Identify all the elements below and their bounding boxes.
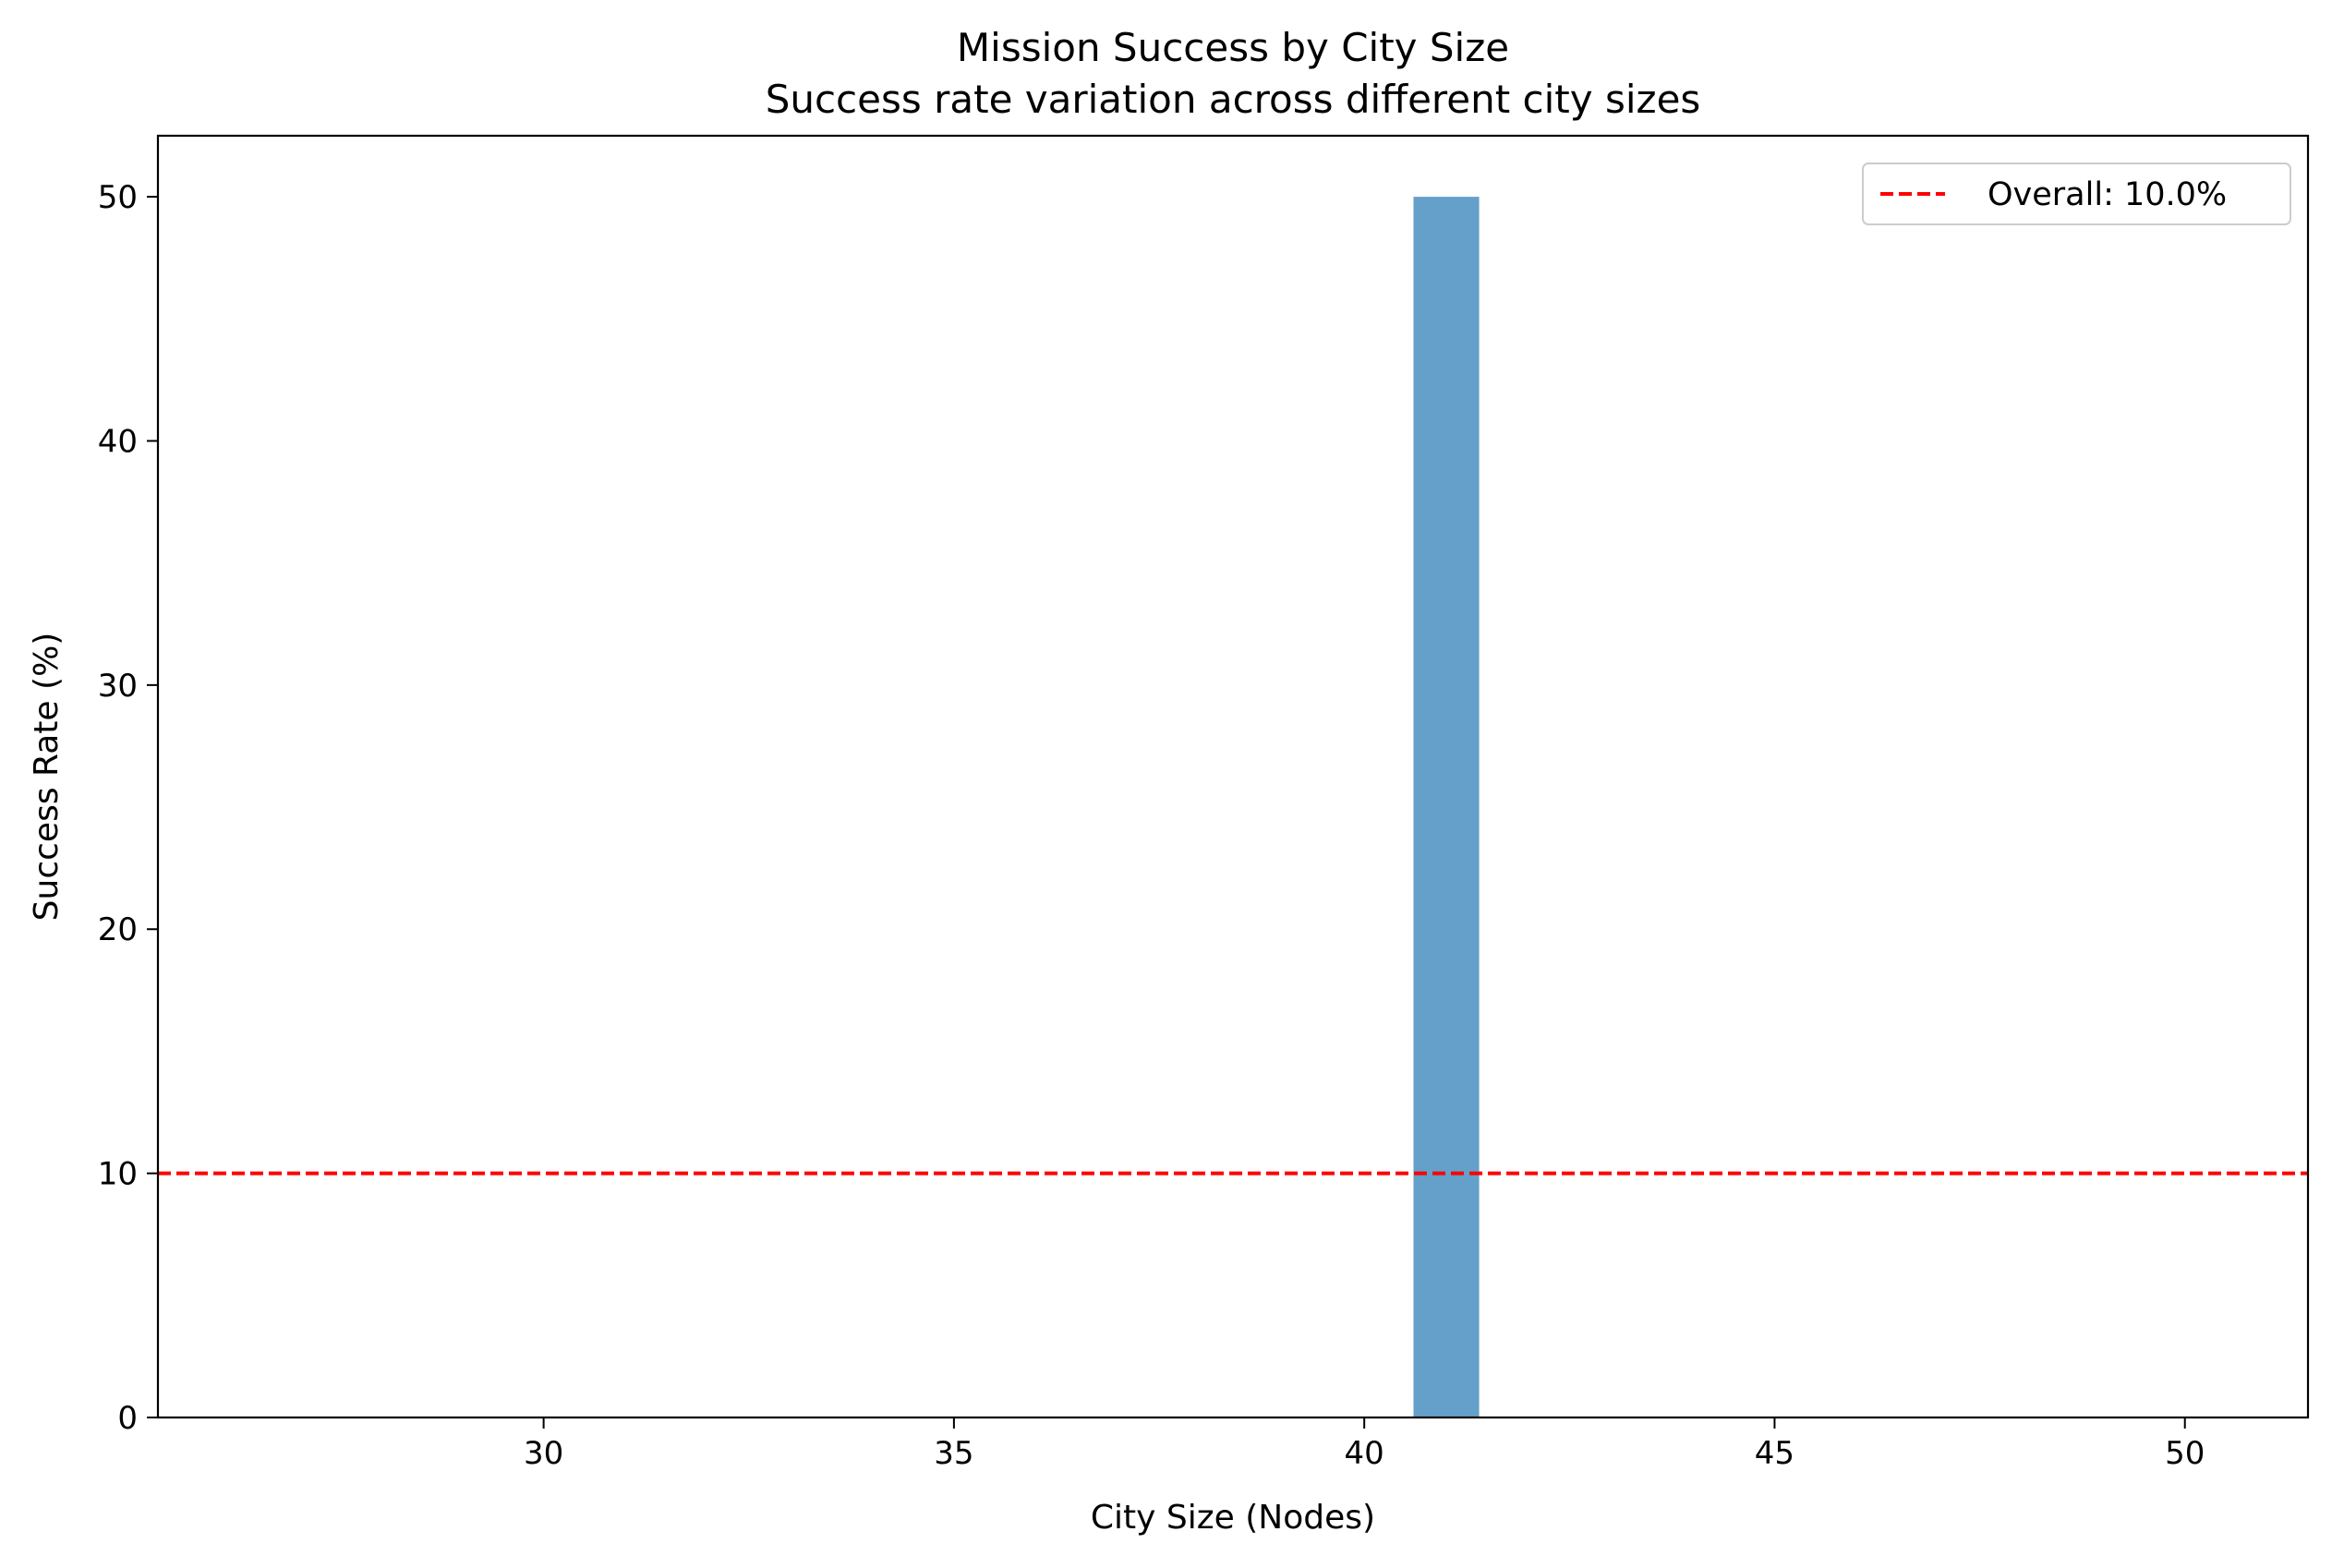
chart-subtitle: Success rate variation across different …	[766, 77, 1701, 122]
bars-layer	[1413, 197, 1480, 1418]
x-axis-label: City Size (Nodes)	[1091, 1499, 1375, 1537]
y-tick-label-40: 40	[98, 423, 138, 460]
x-tick-label-50: 50	[2165, 1435, 2205, 1472]
legend: Overall: 10.0%	[1862, 163, 2291, 225]
x-tick-label-30: 30	[524, 1435, 563, 1472]
x-tick-label-40: 40	[1345, 1435, 1384, 1472]
bar-0	[1413, 197, 1480, 1418]
y-tick-label-50: 50	[98, 179, 138, 216]
x-tick-label-45: 45	[1755, 1435, 1794, 1472]
legend-box	[1862, 163, 2291, 225]
x-tick-label-35: 35	[934, 1435, 973, 1472]
plot-frame	[156, 134, 2310, 1419]
legend-label-reference-line: Overall: 10.0%	[1988, 176, 2227, 213]
y-tick-label-30: 30	[98, 668, 138, 705]
y-axis-label: Success Rate (%)	[28, 633, 66, 922]
y-tick-label-0: 0	[117, 1400, 138, 1437]
chart-title: Mission Success by City Size	[957, 25, 1509, 70]
y-tick-label-20: 20	[98, 911, 138, 948]
ticks-layer: 30 35 40 45 50 0 10 20 30 40 50	[98, 179, 2205, 1472]
y-tick-label-10: 10	[98, 1156, 138, 1193]
